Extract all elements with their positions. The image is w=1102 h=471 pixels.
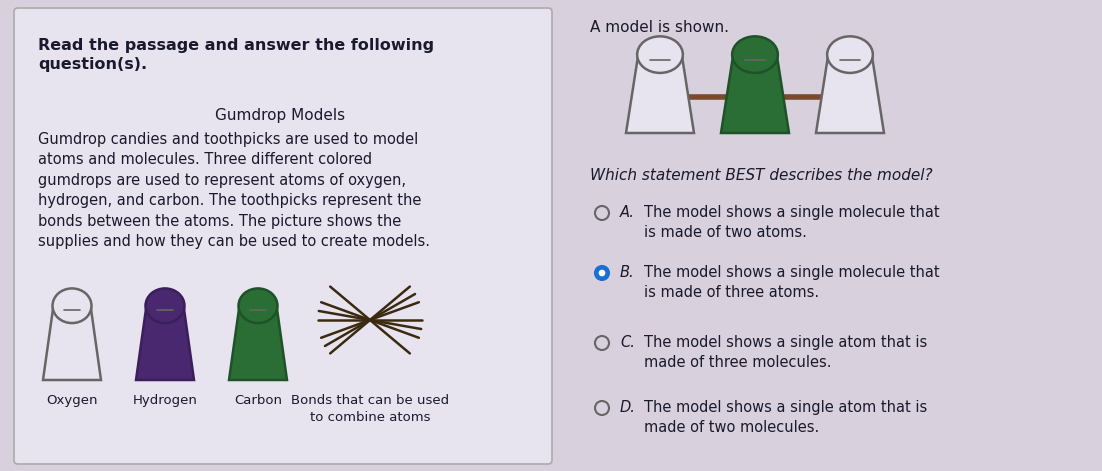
Ellipse shape [828,36,873,73]
Polygon shape [626,55,694,133]
Text: A model is shown.: A model is shown. [590,20,730,35]
Text: Oxygen: Oxygen [46,394,98,407]
Text: Hydrogen: Hydrogen [132,394,197,407]
Circle shape [599,270,605,276]
Polygon shape [815,55,884,133]
Text: Gumdrop Models: Gumdrop Models [215,108,345,123]
Ellipse shape [53,288,91,323]
Text: Read the passage and answer the following
question(s).: Read the passage and answer the followin… [37,38,434,72]
Text: Bonds that can be used
to combine atoms: Bonds that can be used to combine atoms [291,394,449,424]
Text: The model shows a single molecule that
is made of three atoms.: The model shows a single molecule that i… [644,265,940,300]
Text: A.: A. [620,205,635,220]
Ellipse shape [145,288,184,323]
Circle shape [595,266,609,280]
Polygon shape [136,306,194,380]
Text: The model shows a single molecule that
is made of two atoms.: The model shows a single molecule that i… [644,205,940,240]
Text: D.: D. [620,400,636,415]
Polygon shape [43,306,101,380]
Text: Which statement BEST describes the model?: Which statement BEST describes the model… [590,168,932,183]
Text: Carbon: Carbon [234,394,282,407]
Ellipse shape [238,288,278,323]
Text: C.: C. [620,335,635,350]
Text: Gumdrop candies and toothpicks are used to model
atoms and molecules. Three diff: Gumdrop candies and toothpicks are used … [37,132,430,249]
Ellipse shape [637,36,683,73]
FancyBboxPatch shape [14,8,552,464]
Polygon shape [229,306,287,380]
Text: The model shows a single atom that is
made of two molecules.: The model shows a single atom that is ma… [644,400,927,435]
Text: B.: B. [620,265,635,280]
Polygon shape [721,55,789,133]
Text: The model shows a single atom that is
made of three molecules.: The model shows a single atom that is ma… [644,335,927,370]
Ellipse shape [732,36,778,73]
